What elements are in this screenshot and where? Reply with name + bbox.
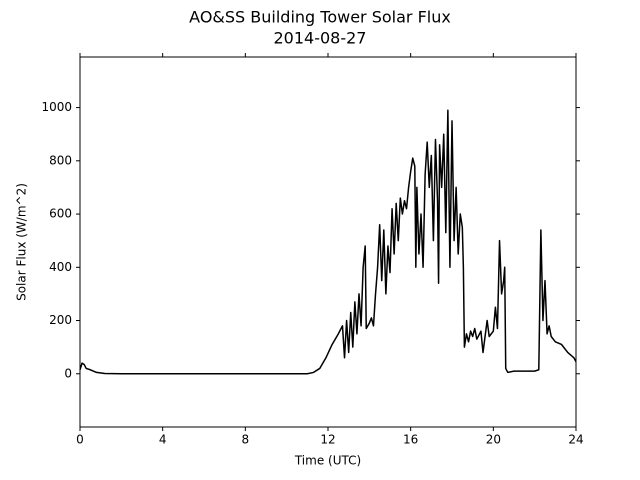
x-axis-label: Time (UTC) <box>294 454 361 468</box>
y-tick-label: 200 <box>49 313 72 327</box>
x-tick-label: 4 <box>159 433 167 447</box>
y-tick-label: 1000 <box>41 100 72 114</box>
x-tick-label: 16 <box>403 433 418 447</box>
x-tick-label: 24 <box>568 433 583 447</box>
x-tick-label: 8 <box>242 433 250 447</box>
y-tick-label: 800 <box>49 153 72 167</box>
y-axis-label: Solar Flux (W/m^2) <box>15 183 29 301</box>
y-tick-label: 400 <box>49 260 72 274</box>
x-tick-label: 0 <box>76 433 84 447</box>
y-tick-label: 0 <box>64 366 72 380</box>
data-line <box>79 109 577 375</box>
x-tick-label: 20 <box>486 433 501 447</box>
chart-subtitle: 2014-08-27 <box>274 29 367 48</box>
x-tick-label: 12 <box>320 433 335 447</box>
y-tick-label: 600 <box>49 207 72 221</box>
chart-title: AO&SS Building Tower Solar Flux <box>189 8 451 27</box>
plot-frame <box>79 56 577 428</box>
